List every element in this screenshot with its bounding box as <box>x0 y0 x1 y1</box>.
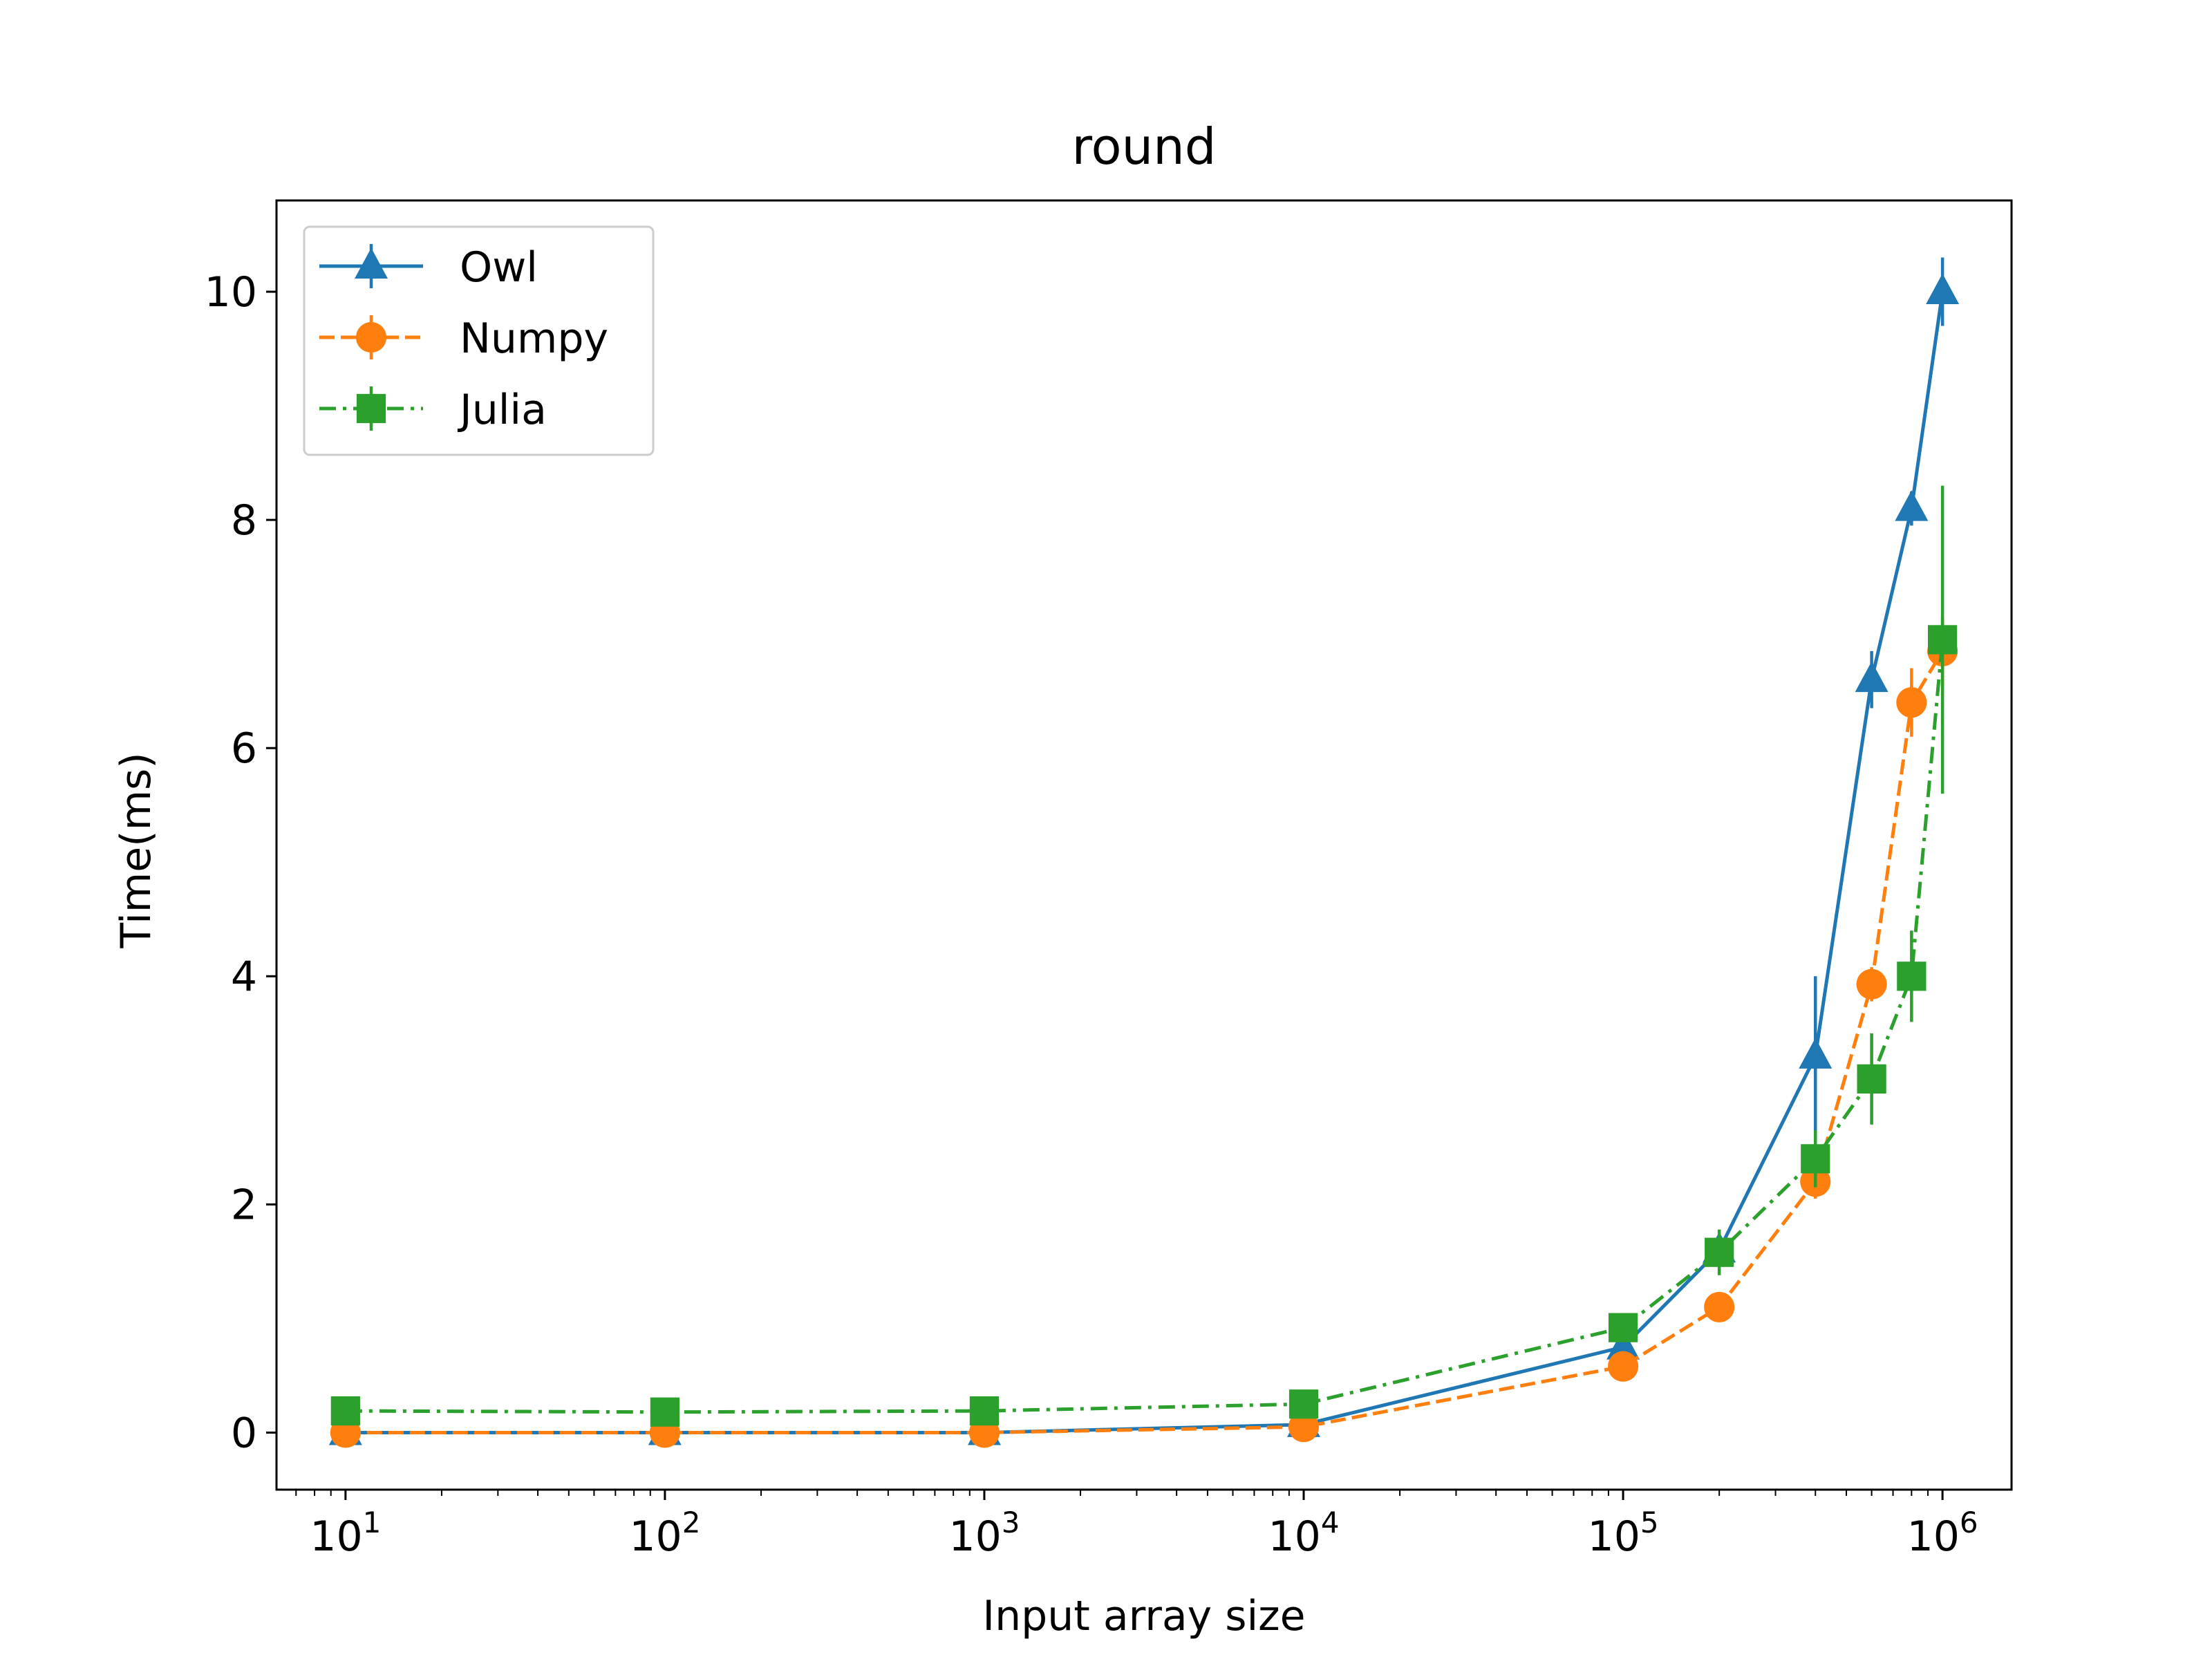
numpy-point <box>1288 1412 1320 1443</box>
julia-point <box>969 1396 1000 1426</box>
numpy-point <box>1704 1291 1735 1323</box>
x-tick-label: 106 <box>1907 1506 1978 1561</box>
x-tick-label: 103 <box>948 1506 1020 1561</box>
julia-point <box>1288 1389 1319 1419</box>
julia-point <box>1608 1313 1638 1342</box>
y-tick-label: 10 <box>205 268 257 317</box>
legend-label-numpy: Numpy <box>460 315 608 363</box>
numpy-point <box>1607 1351 1639 1382</box>
julia-point <box>1705 1237 1734 1267</box>
x-axis-label: Input array size <box>982 1592 1305 1640</box>
numpy-point <box>1896 687 1927 718</box>
julia-point <box>1857 1064 1886 1094</box>
julia-line <box>345 639 1944 1414</box>
owl-point <box>1855 661 1888 693</box>
julia-point <box>1897 962 1927 991</box>
numpy-point <box>1856 968 1887 1000</box>
julia-point <box>1927 625 1958 655</box>
legend-label-julia: Julia <box>457 386 547 434</box>
x-tick-label: 104 <box>1268 1506 1339 1561</box>
y-tick-label: 2 <box>231 1181 257 1229</box>
owl-point <box>1895 490 1929 521</box>
julia-point <box>650 1397 680 1427</box>
owl-point <box>1799 1038 1833 1069</box>
chart-title: round <box>1071 118 1216 176</box>
legend-marker-numpy <box>355 321 387 353</box>
x-tick-label: 102 <box>629 1506 700 1561</box>
legend: Owl Numpy Julia <box>303 225 655 456</box>
julia-point <box>1801 1144 1830 1174</box>
y-tick-label: 8 <box>231 496 257 545</box>
y-tick-label: 4 <box>231 953 257 1001</box>
legend-label-owl: Owl <box>460 243 538 292</box>
legend-marker-owl <box>355 247 388 279</box>
legend-box <box>303 225 655 456</box>
plot-area <box>328 257 1960 1448</box>
owl-point <box>1926 273 1960 305</box>
y-axis-label: Time(ms) <box>112 752 160 948</box>
axes-frame <box>275 199 2013 1491</box>
legend-marker-julia <box>356 393 386 424</box>
julia-point <box>330 1396 360 1426</box>
x-tick-label: 101 <box>310 1506 381 1561</box>
y-tick-label: 0 <box>231 1409 257 1457</box>
numpy-line <box>345 650 1944 1434</box>
series-julia <box>330 485 1958 1427</box>
x-tick-label: 105 <box>1588 1506 1659 1561</box>
owl-point <box>1606 1329 1640 1360</box>
axis-ticks: 101 102 103 104 105 106 0 2 4 6 8 10 <box>205 268 1978 1561</box>
y-tick-label: 6 <box>231 724 257 773</box>
